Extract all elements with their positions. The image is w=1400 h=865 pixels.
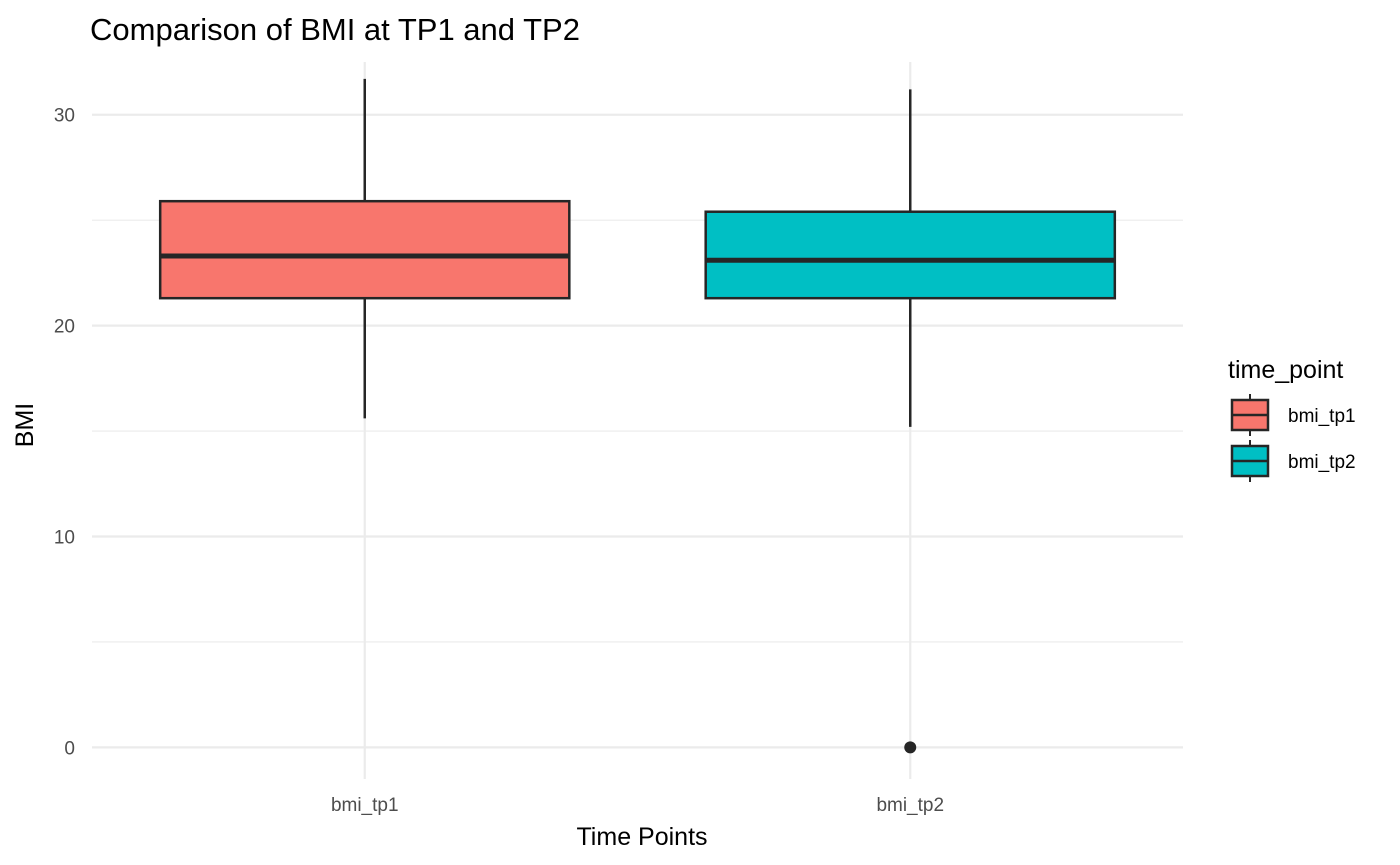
- outlier-point: [904, 741, 917, 754]
- x-axis-title: Time Points: [576, 823, 707, 851]
- y-axis-title: BMI: [11, 403, 39, 447]
- plot-grid: [92, 62, 1183, 779]
- x-tick-label: bmi_tp2: [876, 795, 944, 816]
- x-axis-ticks: bmi_tp1 bmi_tp2: [331, 795, 944, 816]
- legend-title: time_point: [1228, 356, 1343, 384]
- legend-label: bmi_tp2: [1288, 452, 1356, 473]
- box-body: [704, 210, 1117, 300]
- legend-key-bmi_tp1: [1230, 394, 1270, 436]
- boxplot-boxes: [158, 78, 1117, 754]
- y-tick-label: 30: [54, 106, 75, 127]
- y-tick-label: 20: [54, 317, 75, 338]
- box-bmi_tp2: [704, 89, 1117, 754]
- y-tick-label: 0: [64, 738, 75, 759]
- legend-label: bmi_tp1: [1288, 406, 1356, 427]
- legend: time_point bmi_tp1 bmi_tp2: [1228, 356, 1356, 482]
- legend-key-bmi_tp2: [1230, 440, 1270, 482]
- y-tick-label: 10: [54, 527, 75, 548]
- chart-title: Comparison of BMI at TP1 and TP2: [90, 12, 580, 47]
- x-tick-label: bmi_tp1: [331, 795, 399, 816]
- y-axis-ticks: 0 10 20 30: [54, 106, 75, 760]
- box-body: [158, 199, 571, 300]
- box-bmi_tp1: [158, 78, 571, 419]
